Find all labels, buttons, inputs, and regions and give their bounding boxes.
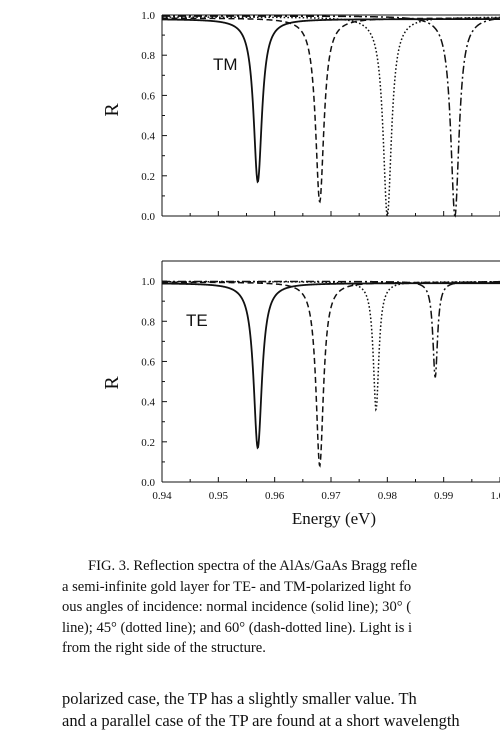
y-axis-label: R <box>101 103 123 117</box>
x-tick-label: 0.98 <box>378 490 398 502</box>
caption-line: a semi-infinite gold layer for TE- and T… <box>62 578 412 595</box>
series-line-solid <box>161 282 500 450</box>
body-line: and a parallel case of the TP are found … <box>62 711 460 730</box>
y-tick-label: 0.4 <box>141 131 155 143</box>
series-line-dash-dotted <box>162 280 500 378</box>
y-tick-label: 0.2 <box>141 171 155 183</box>
series-line-solid <box>162 18 500 184</box>
body-paragraph: polarized case, the TP has a slightly sm… <box>62 688 500 732</box>
figure-caption: FIG. 3. Reflection spectra of the AlAs/G… <box>62 556 500 659</box>
polarization-label: TM <box>213 55 238 74</box>
y-tick-label: 0.8 <box>141 50 155 62</box>
x-tick-label: 0.97 <box>321 490 341 502</box>
series-line-dashed <box>161 17 500 204</box>
caption-line: line); 45° (dotted line); and 60° (dash-… <box>62 619 413 636</box>
tm-panel: 0.0 0.2 0.4 0.6 0.8 1.0 R TM <box>101 10 500 223</box>
y-tick-label: 0.6 <box>141 356 155 368</box>
y-tick-label: 0.8 <box>141 316 155 328</box>
y-axis-label: R <box>101 376 123 390</box>
series-line-dotted <box>162 280 500 412</box>
y-tick-label: 0.6 <box>141 90 155 102</box>
x-tick-label: 0.95 <box>209 490 229 502</box>
caption-line: ous angles of incidence: normal incidenc… <box>62 599 412 615</box>
x-axis-label: Energy (eV) <box>292 509 376 528</box>
series-line-dashed <box>162 281 500 468</box>
y-tick-label: 0.2 <box>141 437 155 449</box>
x-tick-label: 0.99 <box>434 490 454 502</box>
y-tick-label: 0.0 <box>141 477 155 489</box>
y-tick-label: 1.0 <box>141 10 155 22</box>
te-panel: 0.0 0.2 0.4 0.6 0.8 1.0 0.94 0.95 0.96 0.97 0.98 0.… <box>101 260 500 528</box>
x-tick-label: 0.96 <box>265 490 285 502</box>
body-line: polarized case, the TP has a slightly sm… <box>62 689 417 708</box>
y-tick-label: 0.4 <box>141 397 155 409</box>
x-tick-label: 1.00 <box>490 490 500 502</box>
y-tick-label: 0.0 <box>141 211 155 223</box>
caption-line: from the right side of the structure. <box>62 640 266 656</box>
caption-line: FIG. 3. Reflection spectra of the AlAs/G… <box>88 558 418 574</box>
y-tick-label: 1.0 <box>141 276 155 288</box>
x-tick-label: 0.94 <box>152 490 172 502</box>
polarization-label: TE <box>186 311 208 330</box>
figure-3: 0.0 0.2 0.4 0.6 0.8 1.0 R TM 0.0 0.2 0.4 0.6 0.8 1.0… <box>101 10 500 528</box>
